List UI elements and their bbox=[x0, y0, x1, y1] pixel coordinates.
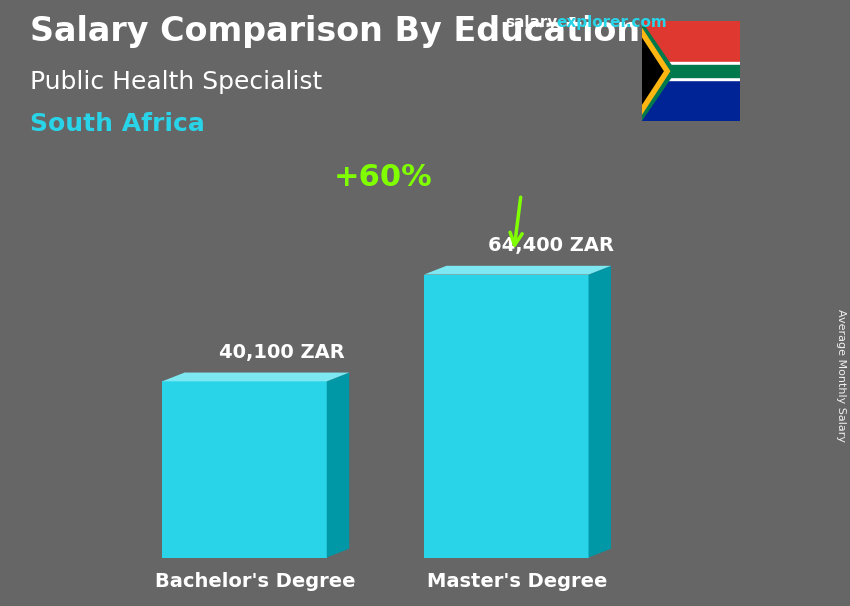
Text: Public Health Specialist: Public Health Specialist bbox=[30, 70, 322, 94]
Text: South Africa: South Africa bbox=[30, 112, 205, 136]
Polygon shape bbox=[642, 27, 671, 115]
Text: 40,100 ZAR: 40,100 ZAR bbox=[219, 343, 345, 362]
Text: +60%: +60% bbox=[333, 163, 432, 191]
Polygon shape bbox=[642, 21, 676, 121]
Text: Salary Comparison By Education: Salary Comparison By Education bbox=[30, 15, 640, 48]
Bar bbox=[642, 21, 740, 71]
Polygon shape bbox=[162, 373, 349, 381]
Bar bbox=[642, 62, 740, 80]
Bar bbox=[642, 71, 740, 121]
Polygon shape bbox=[424, 266, 611, 275]
Text: Bachelor's Degree: Bachelor's Degree bbox=[156, 571, 356, 591]
Polygon shape bbox=[642, 37, 664, 105]
Text: explorer.com: explorer.com bbox=[557, 15, 667, 30]
Polygon shape bbox=[326, 373, 349, 558]
FancyBboxPatch shape bbox=[162, 381, 326, 558]
Bar bbox=[642, 65, 740, 77]
FancyBboxPatch shape bbox=[424, 275, 588, 558]
Text: salary: salary bbox=[506, 15, 558, 30]
Text: Average Monthly Salary: Average Monthly Salary bbox=[836, 309, 846, 442]
Text: Master's Degree: Master's Degree bbox=[428, 571, 608, 591]
Polygon shape bbox=[588, 266, 611, 558]
Text: 64,400 ZAR: 64,400 ZAR bbox=[488, 236, 615, 255]
